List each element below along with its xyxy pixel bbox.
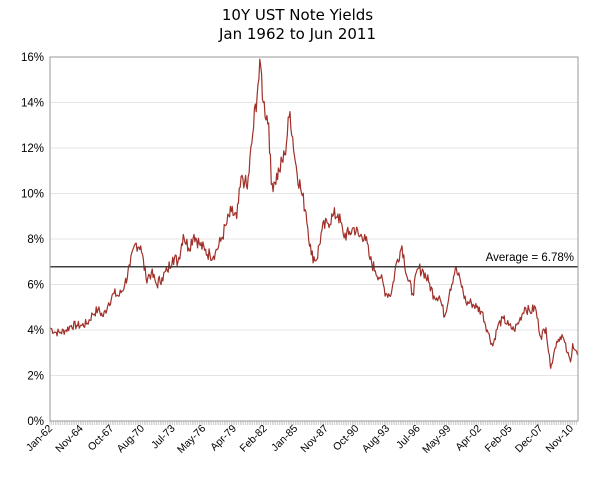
x-tick-label: Nov-87: [298, 423, 331, 456]
chart-title-block: 10Y UST Note Yields Jan 1962 to Jun 2011: [0, 6, 595, 44]
y-tick-label: 10%: [21, 189, 44, 201]
chart-title: 10Y UST Note Yields: [221, 6, 374, 24]
x-tick-label: May-76: [175, 423, 208, 456]
x-tick-label: Dec-07: [513, 423, 546, 456]
x-tick-label: Jul-73: [149, 423, 178, 452]
gridlines: [50, 56, 578, 376]
x-tick-label: Nov-64: [53, 423, 86, 456]
x-tick-label: Aug-93: [360, 423, 393, 456]
x-tick-label: Oct-90: [331, 423, 362, 454]
x-tick-label: Oct-67: [86, 423, 117, 454]
y-tick-label: 4%: [27, 325, 44, 337]
y-axis-ticks: 0% 2% 4% 6% 8% 10% 12% 14% 16%: [21, 52, 44, 428]
y-tick-label: 8%: [27, 234, 44, 246]
y-tick-label: 12%: [21, 143, 44, 155]
series-layer: [49, 58, 579, 369]
series-line-10y-yield: [49, 58, 579, 369]
x-tick-label: Jan-85: [269, 423, 300, 454]
x-tick-label: Apr-02: [453, 423, 484, 454]
x-axis: [49, 421, 577, 425]
y-tick-label: 14%: [21, 98, 44, 110]
y-tick-label: 16%: [21, 52, 44, 64]
y-tick-label: 6%: [27, 280, 44, 292]
x-tick-label: Apr-79: [208, 423, 239, 454]
x-tick-label: Feb-05: [483, 423, 515, 455]
x-tick-label: Jul-96: [394, 423, 423, 452]
x-tick-label: Aug-70: [115, 423, 148, 456]
x-tick-label: Feb-82: [238, 423, 270, 455]
plot-area-border: [49, 56, 579, 422]
y-tick-label: 2%: [27, 371, 44, 383]
x-tick-label: Nov-10: [544, 423, 577, 456]
average-layer: Average = 6.78%: [50, 252, 578, 268]
chart-subtitle: Jan 1962 to Jun 2011: [218, 25, 377, 43]
x-tick-label: May-99: [420, 423, 453, 456]
y-tick-label: 0%: [27, 416, 44, 428]
average-label: Average = 6.78%: [486, 252, 574, 264]
